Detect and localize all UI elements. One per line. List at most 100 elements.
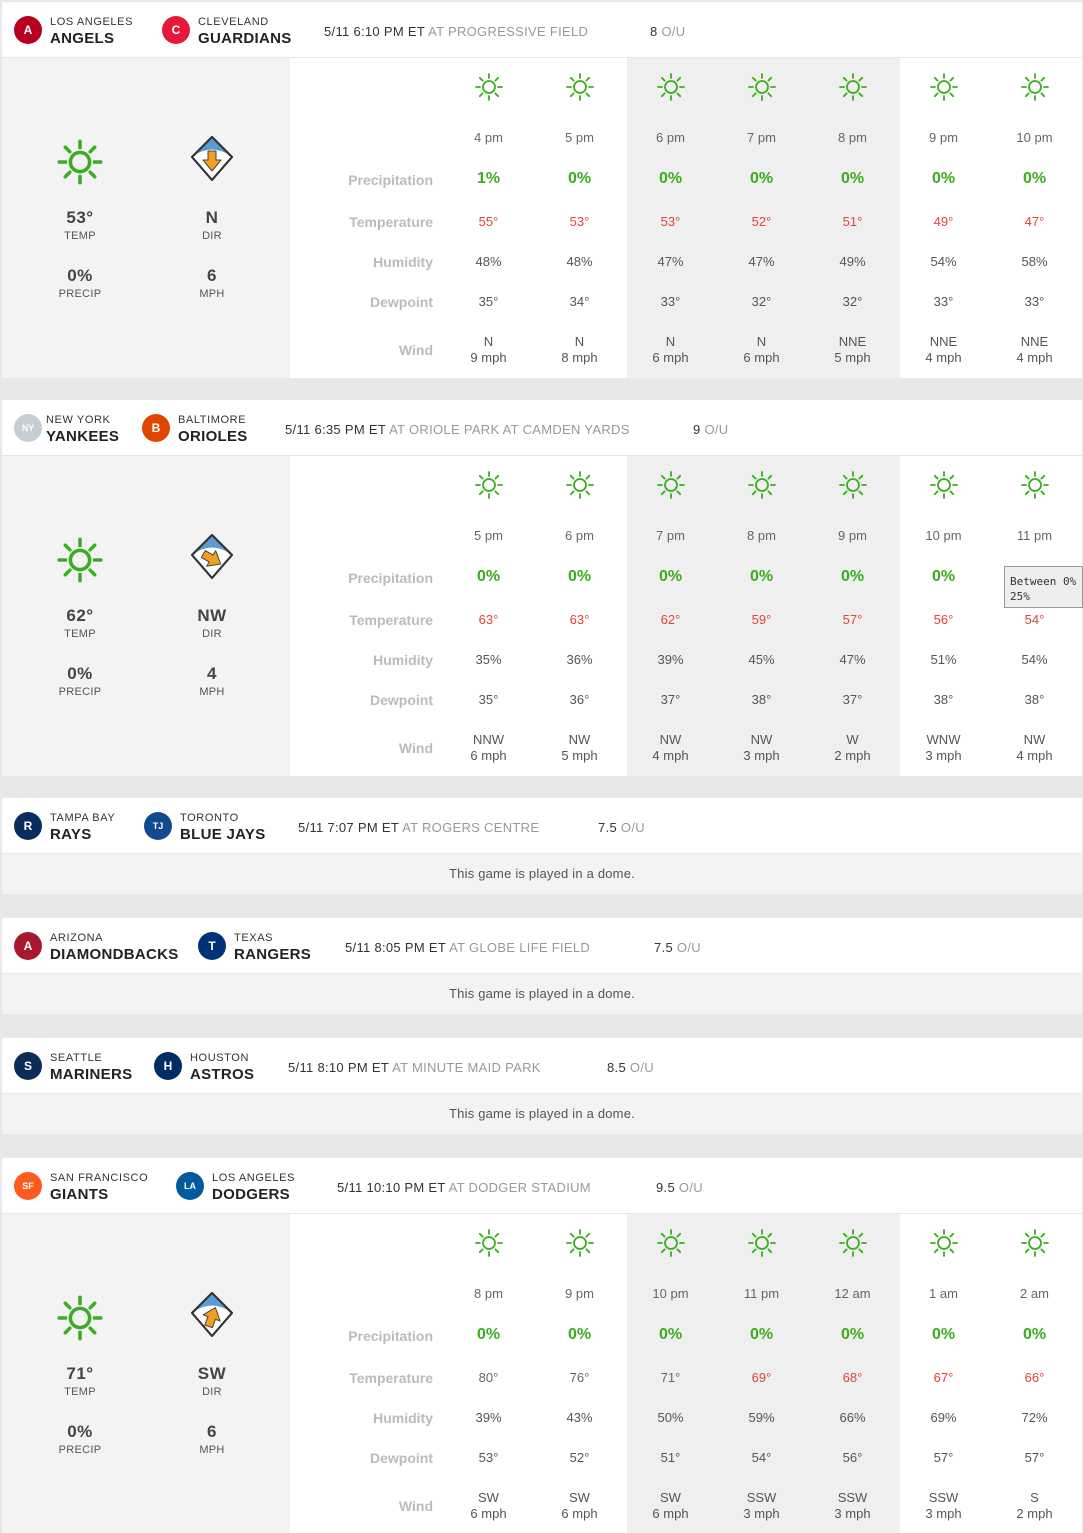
hour-precip[interactable]: 0%: [931, 1326, 956, 1343]
summary-dir-value: NW: [197, 606, 227, 625]
hour-wind-dir: NNW: [472, 732, 505, 747]
game-header: A ARIZONA DIAMONDBACKS T TEXAS RANGERS 5/11 8:…: [2, 918, 1082, 974]
dome-notice: This game is played in a dome.: [2, 1094, 1082, 1134]
hour-label: 9 pm: [929, 130, 958, 145]
hour-column: 2 am 0% 66° 72% 57° S 2 mph: [989, 1214, 1080, 1533]
summary-precip-value: 0%: [67, 1422, 93, 1441]
hour-temp: 69°: [751, 1370, 772, 1385]
over-under: 7.5 O/U: [654, 940, 701, 955]
hour-precip[interactable]: 0%: [749, 170, 774, 187]
sun-icon: [930, 1229, 958, 1257]
hour-precip[interactable]: 1%: [476, 170, 501, 187]
hour-precip[interactable]: 0%: [476, 1326, 501, 1343]
game-header: R TAMPA BAY RAYS TJ TORONTO BLUE JAYS 5/11 7:0…: [2, 798, 1082, 854]
home-team[interactable]: LA LOS ANGELES DODGERS: [176, 1170, 316, 1204]
away-team[interactable]: S SEATTLE MARINERS: [14, 1050, 154, 1084]
hour-precip[interactable]: 0%: [567, 568, 592, 585]
hour-wind-speed: 6 mph: [743, 350, 780, 365]
over-under-value: 9: [693, 422, 701, 437]
hour-wind-dir: N: [756, 334, 767, 349]
sun-icon: [57, 1295, 103, 1341]
hour-dewpoint: 57°: [933, 1450, 954, 1465]
hour-precip[interactable]: 0%: [658, 1326, 683, 1343]
hour-humidity: 39%: [475, 1410, 502, 1425]
game-datetime: 5/11 10:10 PM ET: [337, 1180, 446, 1195]
hour-dewpoint: 38°: [1024, 692, 1045, 707]
hour-weather: [838, 72, 868, 102]
away-team-logo-icon: A: [14, 16, 42, 44]
hour-precip[interactable]: 0%: [840, 1326, 865, 1343]
summary-dir-value: SW: [197, 1364, 227, 1383]
row-label-dewpoint: Dewpoint: [370, 692, 433, 708]
game-time: 5/11 6:35 PM ET AT ORIOLE PARK AT CAMDEN…: [285, 422, 630, 437]
row-label-humidity: Humidity: [373, 1410, 433, 1426]
sun-icon: [1021, 1229, 1049, 1257]
hour-label: 11 pm: [743, 1286, 780, 1301]
hour-label: 10 pm: [925, 528, 962, 543]
game-venue: AT MINUTE MAID PARK: [392, 1060, 541, 1075]
hour-humidity: 43%: [566, 1410, 593, 1425]
away-team-logo-icon: S: [14, 1052, 42, 1080]
hour-column: 6 pm 0% 63° 36% 36° NW 5 mph: [534, 456, 625, 776]
hour-humidity: 58%: [1021, 254, 1048, 269]
away-team-city: LOS ANGELES: [50, 16, 134, 28]
hour-weather: [1020, 470, 1050, 500]
hour-precip[interactable]: 0%: [658, 170, 683, 187]
game-venue: AT GLOBE LIFE FIELD: [449, 940, 591, 955]
hour-precip[interactable]: 0%: [1022, 1326, 1047, 1343]
hour-column: 1 am 0% 67° 69% 57° SSW 3 mph: [898, 1214, 989, 1533]
home-team[interactable]: TJ TORONTO BLUE JAYS: [144, 810, 284, 844]
away-team[interactable]: A ARIZONA DIAMONDBACKS: [14, 930, 178, 964]
hour-dewpoint: 38°: [751, 692, 772, 707]
hour-temp: 55°: [478, 214, 499, 229]
hour-wind-speed: 4 mph: [925, 350, 962, 365]
hour-wind-speed: 6 mph: [470, 748, 507, 763]
away-team-name: RAYS: [50, 826, 92, 843]
hour-precip[interactable]: 0%: [749, 1326, 774, 1343]
summary-temp-value: 71°: [66, 1364, 94, 1383]
over-under-value: 7.5: [654, 940, 673, 955]
hour-precip[interactable]: 0%: [840, 568, 865, 585]
tooltip-line-1: Between 0%: [1010, 575, 1077, 588]
hour-label: 8 pm: [747, 528, 776, 543]
sun-icon: [657, 471, 685, 499]
hour-weather: [565, 1228, 595, 1258]
row-label-temp: Temperature: [349, 612, 433, 628]
over-under: 9 O/U: [693, 422, 728, 437]
over-under-value: 7.5: [598, 820, 617, 835]
hour-precip[interactable]: 0%: [476, 568, 501, 585]
hour-wind-speed: 3 mph: [834, 1506, 871, 1521]
hour-temp: 47°: [1024, 214, 1045, 229]
sun-icon: [748, 1229, 776, 1257]
game-time: 5/11 6:10 PM ET AT PROGRESSIVE FIELD: [324, 24, 588, 39]
hour-humidity: 36%: [566, 652, 593, 667]
game-card: A LOS ANGELES ANGELS C CLEVELAND GUARDIANS 5/1…: [2, 2, 1082, 378]
home-team[interactable]: B BALTIMORE ORIOLES: [142, 412, 282, 446]
summary-precip-value: 0%: [67, 664, 93, 683]
hour-precip[interactable]: 0%: [658, 568, 683, 585]
field-arrow-right-icon: [191, 534, 233, 579]
hourly-grid: Precipitation Temperature Humidity Dewpoint…: [290, 58, 1082, 378]
away-team-logo-icon: R: [14, 812, 42, 840]
away-team[interactable]: R TAMPA BAY RAYS: [14, 810, 154, 844]
hour-humidity: 72%: [1021, 1410, 1048, 1425]
hour-precip[interactable]: 0%: [931, 170, 956, 187]
home-team[interactable]: H HOUSTON ASTROS: [154, 1050, 294, 1084]
hour-precip[interactable]: 0%: [749, 568, 774, 585]
hour-precip[interactable]: 0%: [931, 568, 956, 585]
away-team[interactable]: A LOS ANGELES ANGELS: [14, 14, 154, 48]
home-team[interactable]: C CLEVELAND GUARDIANS: [162, 14, 302, 48]
hour-humidity: 50%: [657, 1410, 684, 1425]
home-team[interactable]: T TEXAS RANGERS: [198, 930, 338, 964]
hour-precip[interactable]: 0%: [567, 1326, 592, 1343]
hour-temp: 53°: [569, 214, 590, 229]
hour-column: 5 pm 0% 53° 48% 34° N 8 mph: [534, 58, 625, 378]
hour-precip[interactable]: 0%: [840, 170, 865, 187]
away-team[interactable]: NY NEW YORK YANKEES: [14, 412, 154, 446]
hour-precip[interactable]: 0%: [1022, 170, 1047, 187]
hour-precip[interactable]: 0%: [567, 170, 592, 187]
hour-wind-dir: NNE: [1020, 334, 1049, 349]
over-under: 8.5 O/U: [607, 1060, 654, 1075]
away-team[interactable]: SF SAN FRANCISCO GIANTS: [14, 1170, 154, 1204]
away-team-city: ARIZONA: [50, 932, 104, 944]
